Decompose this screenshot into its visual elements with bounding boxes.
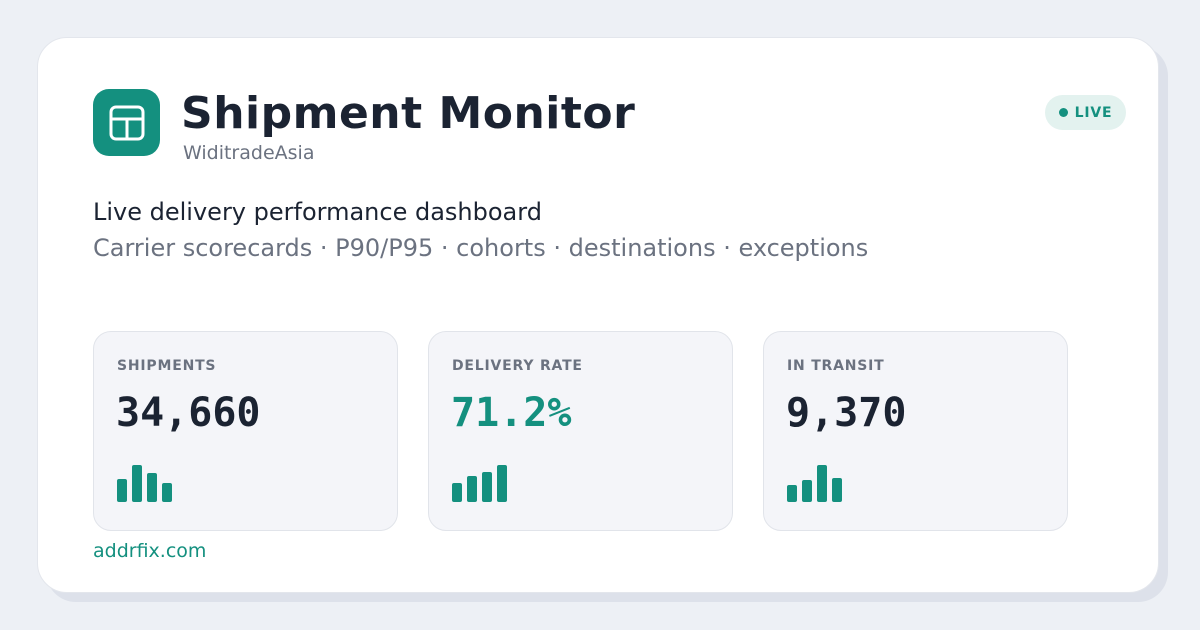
trend-bar bbox=[832, 478, 842, 502]
stat-card-shipments: SHIPMENTS 34,660 bbox=[93, 331, 398, 531]
feature-list: Carrier scorecards · P90/P95 · cohorts ·… bbox=[93, 234, 869, 262]
trend-bars bbox=[787, 460, 847, 502]
footer-link[interactable]: addrfix.com bbox=[93, 540, 207, 562]
trend-bar bbox=[162, 483, 172, 502]
trend-bar bbox=[497, 465, 507, 502]
stat-card-in-transit: IN TRANSIT 9,370 bbox=[763, 331, 1068, 531]
stat-label: DELIVERY RATE bbox=[452, 358, 583, 374]
trend-bar bbox=[452, 483, 462, 502]
trend-bars bbox=[117, 460, 177, 502]
trend-bar bbox=[802, 480, 812, 502]
trend-bar bbox=[132, 465, 142, 502]
trend-bar bbox=[467, 476, 477, 502]
stat-value: 34,660 bbox=[116, 390, 261, 436]
trend-bar bbox=[787, 485, 797, 502]
dashboard-layout-icon bbox=[93, 89, 160, 156]
tagline: Live delivery performance dashboard bbox=[93, 198, 542, 226]
live-badge-label: LIVE bbox=[1074, 104, 1113, 121]
stat-value: 9,370 bbox=[786, 390, 907, 436]
stat-label: SHIPMENTS bbox=[117, 358, 217, 374]
stat-label: IN TRANSIT bbox=[787, 358, 885, 374]
trend-bar bbox=[147, 473, 157, 502]
trend-bars bbox=[452, 460, 512, 502]
live-status-badge: LIVE bbox=[1045, 95, 1126, 130]
live-dot-icon bbox=[1058, 108, 1068, 117]
trend-bar bbox=[117, 479, 127, 502]
trend-bar bbox=[817, 465, 827, 502]
organization-name: WiditradeAsia bbox=[183, 142, 315, 164]
dashboard-card: Shipment Monitor WiditradeAsia LIVE Live… bbox=[37, 37, 1159, 593]
stat-value: 71.2% bbox=[451, 390, 572, 436]
trend-bar bbox=[482, 472, 492, 502]
stat-card-delivery-rate: DELIVERY RATE 71.2% bbox=[428, 331, 733, 531]
page-title: Shipment Monitor bbox=[181, 88, 636, 139]
